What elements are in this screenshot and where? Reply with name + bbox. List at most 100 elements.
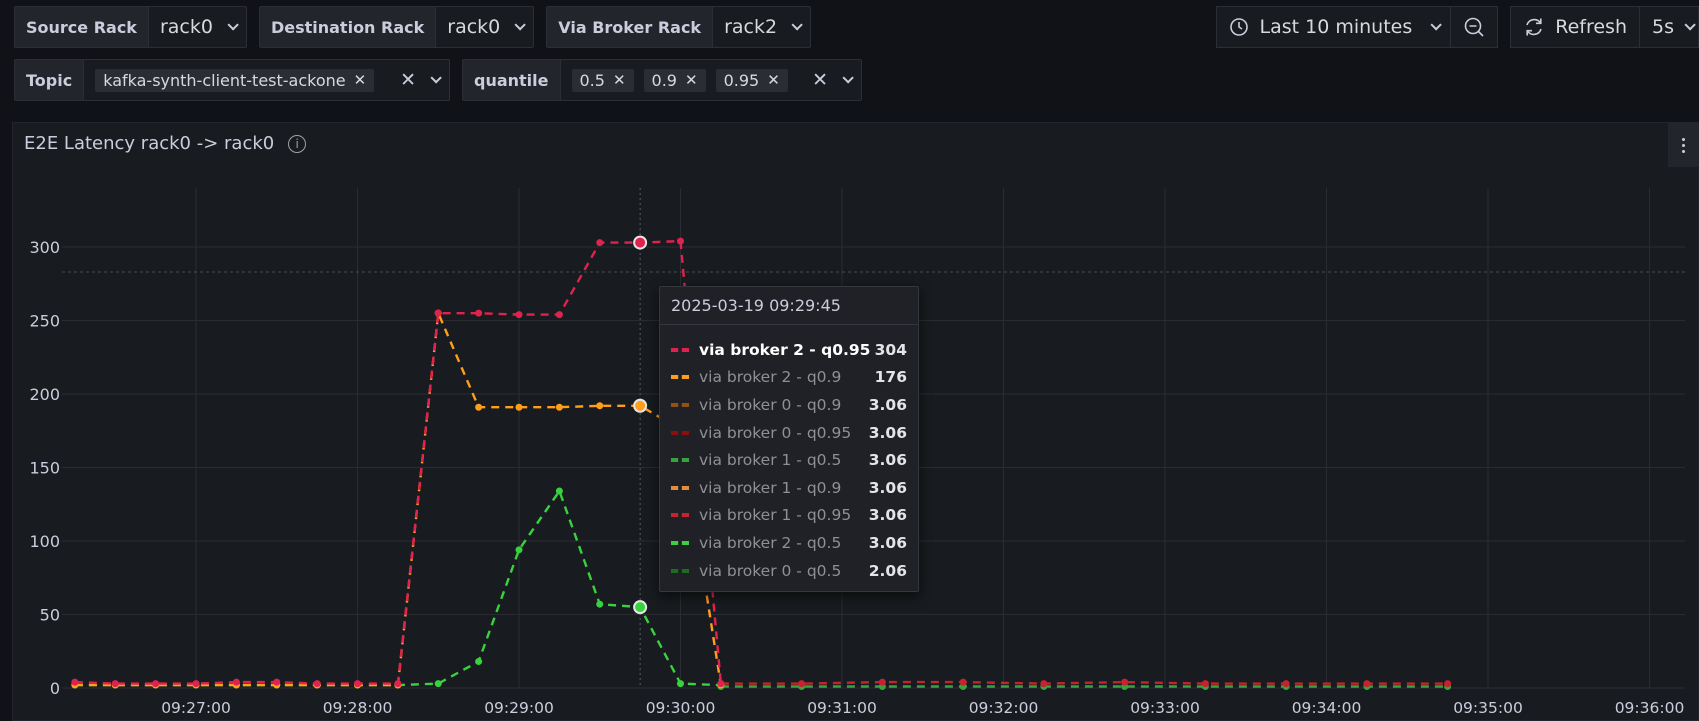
x-tick-label: 09:27:00 <box>161 699 231 717</box>
tooltip-series-value: 304 <box>874 340 907 359</box>
data-point <box>273 678 281 686</box>
remove-icon[interactable]: ✕ <box>612 71 626 89</box>
data-point <box>515 403 523 411</box>
y-tick-label: 50 <box>40 606 60 625</box>
data-point <box>798 680 806 688</box>
x-tick-label: 09:35:00 <box>1453 699 1523 717</box>
data-point <box>1282 680 1290 688</box>
clear-icon[interactable]: ✕ <box>812 69 828 91</box>
source-rack-select[interactable]: rack0 <box>149 7 246 47</box>
data-point <box>878 678 886 686</box>
data-point <box>354 680 361 688</box>
series-line <box>74 308 723 687</box>
tooltip-series-name: via broker 0 - q0.9 <box>699 395 842 414</box>
tooltip-rows: via broker 2 - q0.95 304 via broker 2 - q0… <box>660 325 918 584</box>
x-tick-label: 09:32:00 <box>969 699 1039 717</box>
tooltip-series-name: via broker 0 - q0.95 <box>699 423 852 442</box>
tooltip-series-value: 3.06 <box>868 423 907 442</box>
tooltip-series-name: via broker 2 - q0.5 <box>699 533 842 552</box>
data-point <box>152 680 160 688</box>
data-point <box>677 237 684 245</box>
data-point <box>313 680 321 688</box>
x-axis-ticks: 09:27:00 09:28:00 09:29:00 09:30:00 09:31:00… <box>161 699 1684 717</box>
quantile-select[interactable]: 0.5 ✕ 0.9 ✕ 0.95 ✕ ✕ <box>561 60 862 100</box>
hover-marker <box>633 235 648 250</box>
quantile-chip[interactable]: 0.95 ✕ <box>715 68 788 92</box>
y-tick-label: 100 <box>29 532 60 551</box>
chart-tooltip: 2025-03-19 09:29:45 via broker 2 - q0.95… <box>659 286 919 592</box>
via-broker-rack-variable[interactable]: Via Broker Rack rack2 <box>546 6 812 48</box>
destination-rack-variable[interactable]: Destination Rack rack0 <box>258 6 535 48</box>
clock-icon <box>1230 18 1249 36</box>
series-swatch <box>671 540 689 545</box>
data-point <box>475 309 483 317</box>
data-point <box>555 403 563 411</box>
data-point <box>475 403 483 411</box>
remove-icon[interactable]: ✕ <box>353 71 367 89</box>
tooltip-series-value: 2.06 <box>868 561 907 580</box>
clear-icon[interactable]: ✕ <box>400 69 416 91</box>
time-range-label: Last 10 minutes <box>1259 16 1413 38</box>
refresh-button[interactable]: Refresh <box>1510 6 1640 48</box>
x-tick-label: 09:34:00 <box>1292 699 1362 717</box>
quantile-variable[interactable]: quantile 0.5 ✕ 0.9 ✕ 0.95 ✕ ✕ <box>462 59 862 101</box>
series-line <box>74 488 721 687</box>
data-point <box>596 402 604 410</box>
data-point <box>71 678 79 686</box>
data-point <box>475 658 483 666</box>
refresh-label: Refresh <box>1555 16 1627 38</box>
data-point <box>1444 680 1452 688</box>
data-point <box>1363 680 1371 688</box>
topic-variable[interactable]: Topic kafka-synth-client-test-ackone ✕ ✕ <box>14 59 450 101</box>
series-line <box>74 239 723 685</box>
x-tick-label: 09:29:00 <box>484 699 554 717</box>
data-point <box>515 311 523 319</box>
tooltip-series-name: via broker 2 - q0.95 <box>699 340 871 359</box>
data-point <box>111 680 119 688</box>
quantile-chip[interactable]: 0.5 ✕ <box>571 68 634 92</box>
y-tick-label: 250 <box>29 312 60 331</box>
refresh-icon <box>1526 18 1543 36</box>
via-broker-rack-select[interactable]: rack2 <box>713 7 810 47</box>
remove-icon[interactable]: ✕ <box>684 71 698 89</box>
data-point <box>677 680 684 688</box>
x-tick-label: 09:30:00 <box>646 699 716 717</box>
tooltip-row: via broker 1 - q0.9 3.06 <box>660 474 918 502</box>
y-tick-label: 200 <box>29 385 60 404</box>
quantile-chip[interactable]: 0.9 ✕ <box>643 68 706 92</box>
quantile-chip-label: 0.95 <box>723 70 760 90</box>
topic-select[interactable]: kafka-synth-client-test-ackone ✕ ✕ <box>84 60 449 100</box>
series-swatch <box>671 485 689 490</box>
data-point <box>596 600 604 608</box>
x-tick-label: 09:31:00 <box>807 699 877 717</box>
panel-header: E2E Latency rack0 -> rack0 i <box>24 133 307 154</box>
tooltip-series-value: 3.06 <box>868 451 907 470</box>
time-range-picker[interactable]: Last 10 minutes <box>1216 6 1452 48</box>
data-point <box>192 680 200 688</box>
refresh-interval-select[interactable]: 5s <box>1640 6 1699 48</box>
tooltip-row: via broker 1 - q0.5 3.06 <box>660 446 918 474</box>
info-icon[interactable]: i <box>288 134 307 153</box>
panel-menu-button[interactable] <box>1668 123 1698 167</box>
via-broker-rack-label: Via Broker Rack <box>547 7 714 47</box>
destination-rack-value: rack0 <box>447 16 501 38</box>
topic-chip[interactable]: kafka-synth-client-test-ackone ✕ <box>95 68 375 92</box>
series-swatch <box>671 568 689 573</box>
tooltip-row: via broker 2 - q0.5 3.06 <box>660 529 918 557</box>
series-swatch <box>671 513 689 518</box>
tooltip-time: 2025-03-19 09:29:45 <box>660 287 918 325</box>
quantile-chip-label: 0.9 <box>651 70 677 90</box>
data-point <box>717 680 725 688</box>
source-rack-variable[interactable]: Source Rack rack0 <box>14 6 247 48</box>
y-tick-label: 300 <box>29 238 60 257</box>
y-tick-label: 0 <box>50 679 60 698</box>
remove-icon[interactable]: ✕ <box>767 71 780 89</box>
data-point <box>232 678 240 686</box>
tooltip-row: via broker 2 - q0.95 304 <box>660 336 918 364</box>
series-swatch <box>671 458 689 463</box>
y-tick-label: 150 <box>29 459 60 478</box>
zoom-out-button[interactable] <box>1451 6 1499 48</box>
x-tick-label: 09:33:00 <box>1130 699 1200 717</box>
destination-rack-select[interactable]: rack0 <box>436 7 533 47</box>
destination-rack-label: Destination Rack <box>259 7 437 47</box>
